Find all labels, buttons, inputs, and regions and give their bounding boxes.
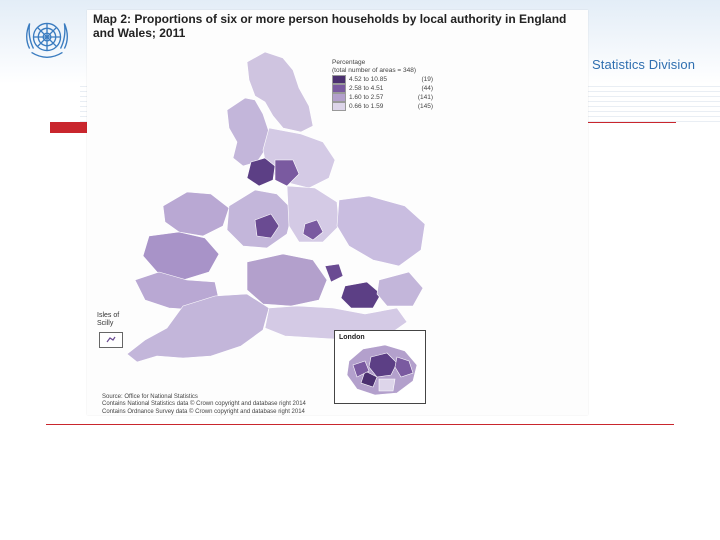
scilly-square-icon: [106, 336, 116, 343]
legend-count: (141): [417, 94, 433, 101]
region-north-west: [226, 97, 270, 167]
legend-swatch: [332, 84, 346, 93]
region-east-midlands: [286, 185, 340, 243]
scilly-inset-box: [99, 332, 123, 348]
london-label: London: [339, 334, 365, 341]
region-manchester-hotspot: [246, 157, 276, 187]
legend-count: (19): [421, 76, 433, 83]
region-london-core: [340, 281, 382, 309]
london-inset: London: [334, 330, 426, 404]
red-accent-block: [50, 122, 94, 133]
region-yorkshire: [262, 127, 336, 189]
legend-row: 2.58 to 4.51 (44): [332, 84, 442, 93]
region-east-anglia: [336, 195, 426, 267]
legend-row: 0.66 to 1.59 (145): [332, 102, 442, 111]
source-line3: Contains Ordnance Survey data © Crown co…: [102, 408, 305, 415]
legend-range: 0.66 to 1.59: [349, 103, 384, 110]
scilly-label-line2: Scilly: [97, 320, 114, 327]
legend-subtitle: (total number of areas = 348): [332, 67, 417, 74]
legend-count: (145): [417, 103, 433, 110]
region-luton: [324, 263, 344, 283]
legend-row: 4.52 to 10.85 (19): [332, 75, 442, 84]
legend-range: 4.52 to 10.85: [349, 76, 387, 83]
london-inset-map: [346, 344, 418, 396]
region-south-west: [126, 293, 270, 363]
source-line1: Source: Office for National Statistics: [102, 394, 198, 400]
region-kent: [376, 271, 424, 307]
region-thames-valley: [246, 253, 328, 307]
region-leicester: [302, 219, 324, 241]
legend-row: 1.60 to 2.57 (141): [332, 93, 442, 102]
region-west-yorkshire: [274, 159, 300, 187]
map-legend: Percentage (total number of areas = 348)…: [332, 59, 442, 111]
region-wales-north: [162, 191, 230, 237]
region-wales-central: [142, 231, 220, 281]
scilly-label: Isles of Scilly: [97, 312, 119, 328]
legend-range: 1.60 to 2.57: [349, 94, 384, 101]
scilly-label-line1: Isles of: [97, 312, 120, 319]
map-title: Map 2: Proportions of six or more person…: [93, 12, 567, 40]
legend-swatch: [332, 93, 346, 102]
un-emblem-icon: [26, 22, 68, 58]
division-title: Statistics Division: [592, 57, 696, 72]
legend-range: 2.58 to 4.51: [349, 85, 384, 92]
legend-swatch: [332, 75, 346, 84]
footer-divider-line: [46, 424, 674, 425]
legend-title: Percentage: [332, 59, 366, 66]
england-wales-choropleth: [126, 51, 426, 363]
region-birmingham: [254, 213, 280, 239]
legend-count: (44): [421, 85, 433, 92]
source-line2: Contains National Statistics data © Crow…: [102, 401, 306, 408]
map-figure: Map 2: Proportions of six or more person…: [87, 10, 588, 415]
region-north-east: [246, 51, 314, 133]
legend-swatch: [332, 102, 346, 111]
header-divider-line: [588, 122, 676, 123]
map-source-note: Source: Office for National Statistics C…: [102, 394, 352, 416]
